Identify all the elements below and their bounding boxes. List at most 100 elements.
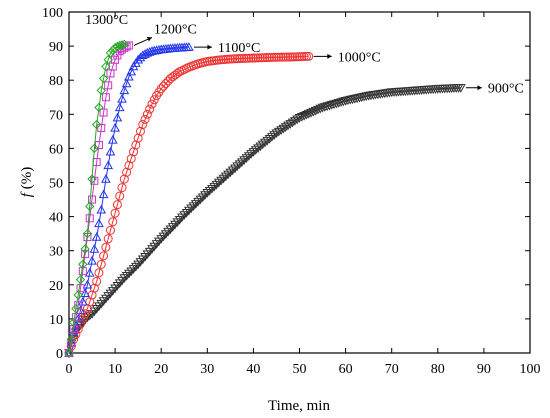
data-point [103,55,113,65]
data-point [285,52,295,62]
y-axis-unit: (%) [19,167,35,193]
data-point [94,268,104,278]
x-tick-label: 20 [154,362,168,377]
series-labels: 900°C 1000°C 1100°C 1200°C 1300°C [85,13,524,97]
y-axis-title: f (%) [19,167,35,197]
x-tick-label: 60 [339,362,353,377]
data-point [78,314,88,324]
data-point [113,51,122,60]
data-point [117,40,127,50]
data-point [299,111,309,121]
y-tick-label: 60 [49,142,63,157]
data-point [250,146,261,155]
data-point [82,279,93,289]
label-arrow-head [327,53,332,59]
data-point [89,243,100,253]
data-point [64,348,74,358]
data-point [73,290,83,300]
series-line [68,46,189,354]
data-point [82,228,93,239]
y-tick-label: 50 [49,177,63,192]
data-point [359,92,369,102]
data-point [269,131,279,140]
series-label: 900°C [488,82,524,97]
data-point [244,53,254,63]
data-point [313,105,323,115]
data-point [336,98,346,108]
data-point [129,147,139,157]
data-point [262,136,273,146]
data-point [80,244,90,254]
data-point [78,259,88,270]
y-tick-label: 70 [49,108,63,123]
data-point [112,112,123,122]
x-tick-label: 70 [385,362,399,377]
data-point [99,108,108,117]
series-0 [64,84,466,359]
data-point [142,109,152,119]
data-point [349,94,360,104]
data-point [133,54,143,64]
data-point [304,51,314,61]
x-tick-label: 10 [108,362,122,377]
data-point [306,108,316,118]
x-tick-label: 0 [66,362,73,377]
data-point [237,53,247,63]
data-point [241,53,251,63]
data-point [280,123,291,132]
data-point [101,61,111,72]
data-point [294,114,305,123]
data-point [301,110,312,120]
data-point [260,53,270,63]
x-tick-label: 100 [520,362,541,377]
series-1 [64,51,314,358]
series-label: 1000°C [338,50,381,65]
data-point [159,81,169,91]
data-point [276,52,286,62]
data-point [85,214,94,223]
data-point [126,66,137,76]
label-arrow-head [146,37,152,42]
x-tick-label: 50 [293,362,307,377]
series-4 [64,39,130,358]
data-point [322,102,333,112]
data-point [117,93,127,103]
data-point [260,138,270,148]
data-point [94,218,104,228]
data-point [117,183,127,193]
data-point [75,274,86,285]
data-point [317,103,328,113]
data-point [301,51,311,61]
data-point [299,52,309,62]
data-point [115,40,125,51]
data-point [285,120,296,129]
label-arrow-head [207,44,212,50]
data-point [138,120,148,130]
data-point [264,134,275,144]
data-point [105,146,116,156]
data-point [92,276,102,286]
data-point [98,73,109,84]
data-point [147,99,157,109]
data-point [331,99,342,109]
data-point [296,112,307,122]
data-point [105,225,115,235]
data-point [292,115,303,125]
data-point [326,101,337,110]
data-point [137,50,148,60]
data-point [91,232,102,241]
data-point [91,119,102,130]
data-point [310,106,321,116]
data-point [281,52,291,62]
data-point [87,174,97,184]
data-point [273,127,284,137]
data-point [87,255,97,265]
data-point [119,85,130,95]
data-point [258,53,268,63]
data-point [255,53,265,63]
data-point [271,52,281,62]
data-point [230,54,240,64]
data-point [290,52,300,62]
